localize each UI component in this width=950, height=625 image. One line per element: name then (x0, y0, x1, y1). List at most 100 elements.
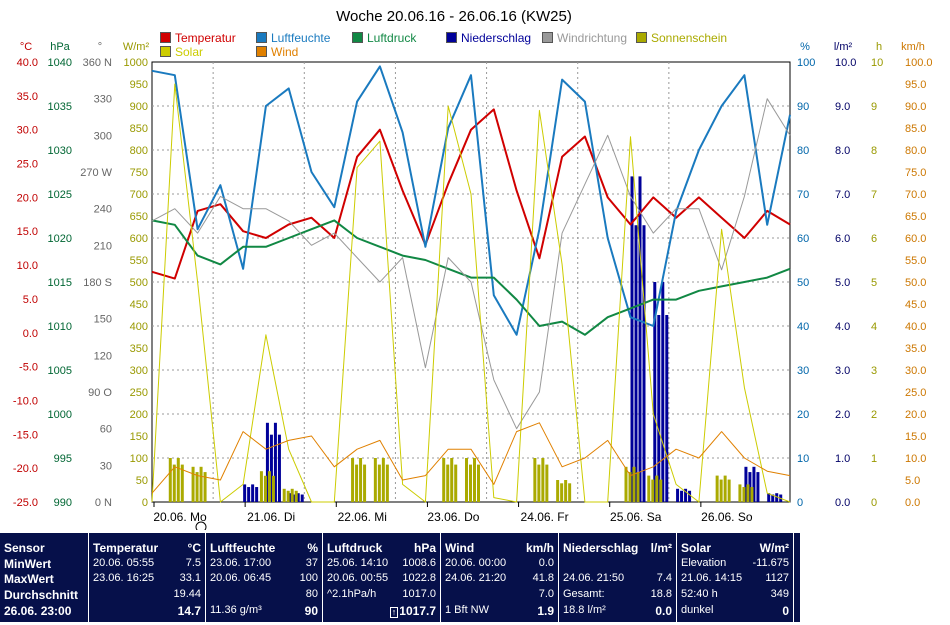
bar-niederschlag (771, 494, 775, 502)
bar-sonnenschein (377, 464, 381, 502)
right-axis-3-tick: 50.0 (905, 277, 926, 289)
left-axis-2-tick: 180 S (83, 277, 112, 289)
luftfeuchte-column: Luftfeuchte% 23.06. 17:00 37 20.06. 06:45… (205, 533, 322, 622)
wind-header: Wind (445, 541, 475, 555)
statistics-panel: Sensor MinWert MaxWert Durchschnitt 26.0… (0, 533, 800, 622)
bar-sonnenschein (282, 488, 286, 502)
left-axis-1-tick: 1010 (48, 321, 72, 333)
niederschlag-header: Niederschlag (563, 541, 639, 555)
left-axis-1-tick: 1030 (48, 145, 72, 157)
bar-sonnenschein (541, 458, 545, 502)
right-axis-3-tick: 85.0 (905, 123, 926, 135)
time-cursor-handle[interactable] (195, 521, 207, 530)
right-axis-0-tick: 20 (797, 409, 809, 421)
bar-series (168, 176, 783, 503)
left-axis-0-tick: 40.0 (17, 57, 38, 69)
bar-sonnenschein (477, 464, 480, 502)
solar-sun-hours: 52:40 h (681, 588, 718, 600)
x-tick-label: 23.06. Do (427, 510, 479, 524)
x-tick-label: 21.06. Di (247, 510, 295, 524)
right-axis-3-tick: 75.0 (905, 167, 926, 179)
axes: °C40.035.030.025.020.015.010.05.00.0-5.0… (13, 41, 933, 509)
minwert-label: MinWert (4, 557, 52, 571)
legend-label: Wind (271, 45, 299, 59)
legend-item-sonnenschein: Sonnenschein (636, 31, 727, 45)
bar-niederschlag (269, 434, 273, 502)
luftfeuchte-min-value: 37 (305, 557, 318, 569)
right-axis-2-tick: 0 (871, 497, 877, 509)
solar-sun-value: 349 (770, 588, 789, 600)
left-axis-0-tick: 35.0 (17, 91, 38, 103)
chart-title: Woche 20.06.16 - 26.06.16 (KW25) (336, 8, 572, 25)
luftfeuchte-header: Luftfeuchte (210, 541, 276, 555)
legend-swatch (160, 32, 171, 43)
bar-niederschlag (630, 176, 634, 502)
solar-header: Solar (681, 541, 712, 555)
right-axis-2-tick: 4 (871, 321, 877, 333)
bar-sonnenschein (359, 458, 363, 502)
right-axis-1-tick: 7.0 (835, 189, 850, 201)
bar-niederschlag (767, 493, 771, 502)
bar-sonnenschein (750, 487, 754, 502)
luftdruck-min-value: 1008.6 (402, 557, 436, 569)
luftdruck-trend: ^2.1hPa/h (327, 588, 377, 600)
right-axis-3-tick: 45.0 (905, 299, 926, 311)
bar-sonnenschein (723, 475, 727, 502)
bar-sonnenschein (454, 464, 458, 502)
right-axis-0-tick: 60 (797, 233, 809, 245)
right-axis-1-tick: 5.0 (835, 277, 850, 289)
solar-max-time: 21.06. 14:15 (681, 572, 743, 584)
legend-label: Niederschlag (461, 31, 532, 45)
bar-sonnenschein (373, 458, 377, 502)
left-axis-1-tick: 1000 (48, 409, 72, 421)
left-axis-3-tick: 250 (130, 387, 148, 399)
bar-sonnenschein (176, 458, 180, 502)
bar-niederschlag (265, 422, 269, 502)
right-axis-2-tick: 5 (871, 277, 877, 289)
right-axis-3-tick: 60.0 (905, 233, 926, 245)
temperatur-max-time: 23.06. 16:25 (93, 572, 155, 584)
temperatur-average: 19.44 (173, 588, 201, 600)
right-axis-0-tick: 80 (797, 145, 809, 157)
luftfeuchte-max-time: 20.06. 06:45 (210, 572, 272, 584)
right-axis-3-tick: 30.0 (905, 365, 926, 377)
legend-swatch (636, 32, 647, 43)
left-axis-2-tick: 120 (94, 350, 112, 362)
right-axis-0-tick: 30 (797, 365, 809, 377)
right-axis-2-tick: 6 (871, 233, 877, 245)
luftdruck-current: 1017.7 (399, 604, 436, 618)
x-tick-label: 24.06. Fr (521, 510, 569, 524)
left-axis-3-tick: 300 (130, 365, 148, 377)
bar-sonnenschein (632, 466, 636, 502)
legend-label: Luftdruck (367, 31, 417, 45)
left-axis-1-tick: 1020 (48, 233, 72, 245)
legend-item-luftfeuchte: Luftfeuchte (256, 31, 330, 45)
bar-sonnenschein (180, 464, 184, 502)
x-tick-label: 25.06. Sa (610, 510, 662, 524)
luftdruck-unit: hPa (413, 541, 436, 555)
left-axis-0-tick: -20.0 (13, 463, 38, 475)
line-temperatur (151, 108, 791, 280)
niederschlag-unit: l/m² (650, 541, 672, 555)
bar-niederschlag (657, 315, 661, 502)
left-axis-0-tick: 30.0 (17, 125, 38, 137)
right-axis-3-tick: 15.0 (905, 431, 926, 443)
wind-average: 7.0 (538, 588, 554, 600)
solar-max-value: 1127 (765, 572, 789, 584)
right-axis-2-tick: 10 (871, 57, 883, 69)
luftdruck-header: Luftdruck (327, 541, 383, 555)
left-axis-3-tick: 750 (130, 167, 148, 179)
left-axis-unit-3: W/m² (123, 41, 150, 53)
bar-sonnenschein (259, 471, 263, 502)
left-axis-2-tick: 150 (94, 314, 112, 326)
bar-sonnenschein (568, 483, 572, 502)
wind-min-time: 20.06. 00:00 (445, 557, 507, 569)
bar-sonnenschein (564, 480, 568, 502)
bar-sonnenschein (381, 458, 385, 502)
right-axis-0-tick: 50 (797, 277, 809, 289)
bar-sonnenschein (651, 479, 655, 502)
bar-sonnenschein (655, 475, 659, 502)
legend-item-niederschlag: Niederschlag (446, 31, 531, 45)
bar-sonnenschein (556, 480, 560, 502)
weather-chart: Woche 20.06.16 - 26.06.16 (KW25) °C40.03… (13, 8, 933, 530)
